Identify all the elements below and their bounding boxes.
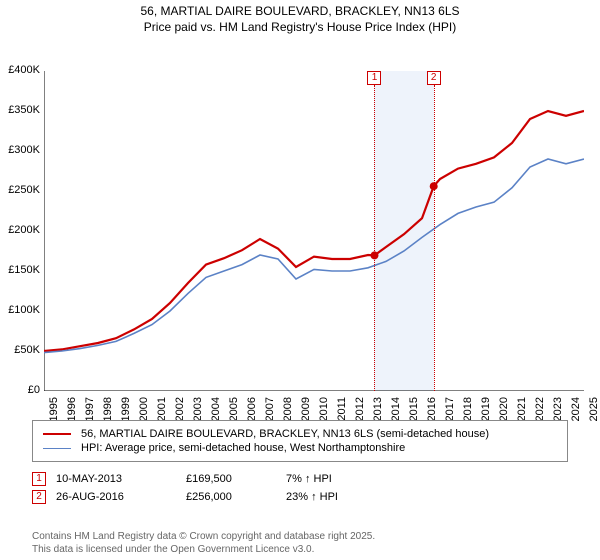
y-tick-label: £150K [0,264,40,276]
footer-line1: Contains HM Land Registry data © Crown c… [32,530,375,543]
transaction-marker: 1 [32,472,46,486]
title-line1: 56, MARTIAL DAIRE BOULEVARD, BRACKLEY, N… [0,4,600,20]
series-price_paid [44,111,584,351]
transaction-row: 1 10-MAY-2013£169,5007% ↑ HPI [32,470,568,488]
transaction-price: £256,000 [186,491,286,503]
transaction-date: 10-MAY-2013 [56,473,186,485]
y-tick-label: £300K [0,144,40,156]
x-tick-label: 2024 [570,397,582,437]
transaction-marker: 2 [32,490,46,504]
footer-line2: This data is licensed under the Open Gov… [32,543,375,556]
marker-line [374,85,375,391]
marker-box: 1 [367,71,381,85]
transaction-date: 26-AUG-2016 [56,491,186,503]
y-tick-label: £350K [0,104,40,116]
y-tick-label: £50K [0,344,40,356]
y-tick-label: £0 [0,384,40,396]
transaction-price: £169,500 [186,473,286,485]
legend-label: HPI: Average price, semi-detached house,… [81,442,405,454]
y-tick-label: £250K [0,184,40,196]
transaction-row: 2 26-AUG-2016£256,00023% ↑ HPI [32,488,568,506]
legend-swatch [43,433,71,435]
transaction-pct: 23% ↑ HPI [286,491,406,503]
y-tick-label: £100K [0,304,40,316]
transaction-table: 1 10-MAY-2013£169,5007% ↑ HPI 2 26-AUG-2016… [32,470,568,506]
legend-swatch [43,448,71,449]
chart-area: £0 £50K £100K £150K £200K £250K £300K £350K £400… [0,35,600,415]
footer-attribution: Contains HM Land Registry data © Crown c… [32,530,375,556]
marker-box: 2 [427,71,441,85]
chart-svg [44,71,584,391]
legend-item: 56, MARTIAL DAIRE BOULEVARD, BRACKLEY, N… [43,428,557,440]
legend-box: 56, MARTIAL DAIRE BOULEVARD, BRACKLEY, N… [32,420,568,462]
legend-item: HPI: Average price, semi-detached house,… [43,442,557,454]
chart-title: 56, MARTIAL DAIRE BOULEVARD, BRACKLEY, N… [0,0,600,35]
y-tick-label: £400K [0,64,40,76]
marker-line [434,85,435,391]
legend-label: 56, MARTIAL DAIRE BOULEVARD, BRACKLEY, N… [81,428,489,440]
transaction-pct: 7% ↑ HPI [286,473,406,485]
x-tick-label: 2025 [588,397,600,437]
title-line2: Price paid vs. HM Land Registry's House … [0,20,600,36]
y-tick-label: £200K [0,224,40,236]
